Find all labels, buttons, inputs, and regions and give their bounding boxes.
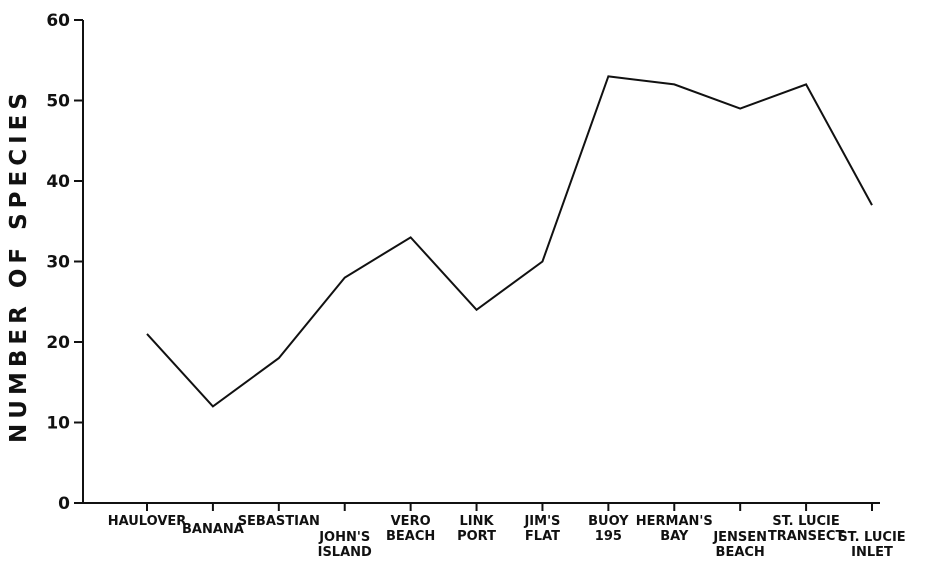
x-tick-label-line: VERO xyxy=(391,514,431,529)
x-tick-label-line: ST. LUCIE xyxy=(772,514,839,529)
y-tick-label: 60 xyxy=(46,11,70,31)
data-point xyxy=(869,202,875,208)
data-point xyxy=(144,331,150,337)
x-tick-label-line: 195 xyxy=(595,529,622,544)
data-point xyxy=(539,259,545,265)
x-tick-label: HAULOVER xyxy=(108,514,187,529)
series-group xyxy=(144,73,875,409)
x-axis: HAULOVERBANANASEBASTIANJOHN'SISLANDVEROB… xyxy=(83,502,906,560)
x-tick-label-line: ST. LUCIE xyxy=(838,530,905,545)
y-tick-label: 20 xyxy=(46,333,70,353)
x-tick-label: BANANA xyxy=(182,522,244,537)
y-tick-label: 40 xyxy=(46,172,70,192)
data-point xyxy=(605,73,611,79)
x-tick-label-line: BEACH xyxy=(386,529,435,544)
data-point xyxy=(803,81,809,87)
x-tick-label: SEBASTIAN xyxy=(238,514,320,529)
x-tick-label-line: JOHN'S xyxy=(318,530,370,545)
data-point xyxy=(276,355,282,361)
x-tick-label-line: HAULOVER xyxy=(108,514,187,529)
series-line xyxy=(146,75,873,408)
x-tick-label-line: INLET xyxy=(851,545,893,560)
y-tick-label: 30 xyxy=(46,253,70,273)
data-point xyxy=(474,307,480,313)
y-axis: 0 10 20 30 40 50 60 xyxy=(46,11,84,514)
data-point xyxy=(408,234,414,240)
x-tick-label-line: BUOY xyxy=(588,514,629,529)
data-point xyxy=(671,81,677,87)
data-point xyxy=(342,275,348,281)
x-tick-label-line: FLAT xyxy=(525,529,560,544)
x-tick-label-line: BEACH xyxy=(716,545,765,560)
y-tick-label: 0 xyxy=(58,494,70,514)
x-tick-label-line: JENSEN xyxy=(712,530,767,545)
x-tick-label-line: TRANSECT xyxy=(768,529,845,544)
x-tick-label-line: LINK xyxy=(460,514,495,529)
x-tick-label-line: HERMAN'S xyxy=(636,514,713,529)
x-tick-label-line: BAY xyxy=(660,529,689,544)
y-axis-label: NUMBER OF SPECIES xyxy=(6,88,32,443)
x-tick-label-line: JIM'S xyxy=(523,514,560,529)
y-tick-label: 10 xyxy=(46,414,70,434)
x-tick-label-line: SEBASTIAN xyxy=(238,514,320,529)
x-tick-label-line: BANANA xyxy=(182,522,244,537)
y-tick-label: 50 xyxy=(46,92,70,112)
data-point xyxy=(737,106,743,112)
x-tick-label-line: PORT xyxy=(457,529,496,544)
data-point xyxy=(210,403,216,409)
x-tick-label-line: ISLAND xyxy=(318,545,372,560)
